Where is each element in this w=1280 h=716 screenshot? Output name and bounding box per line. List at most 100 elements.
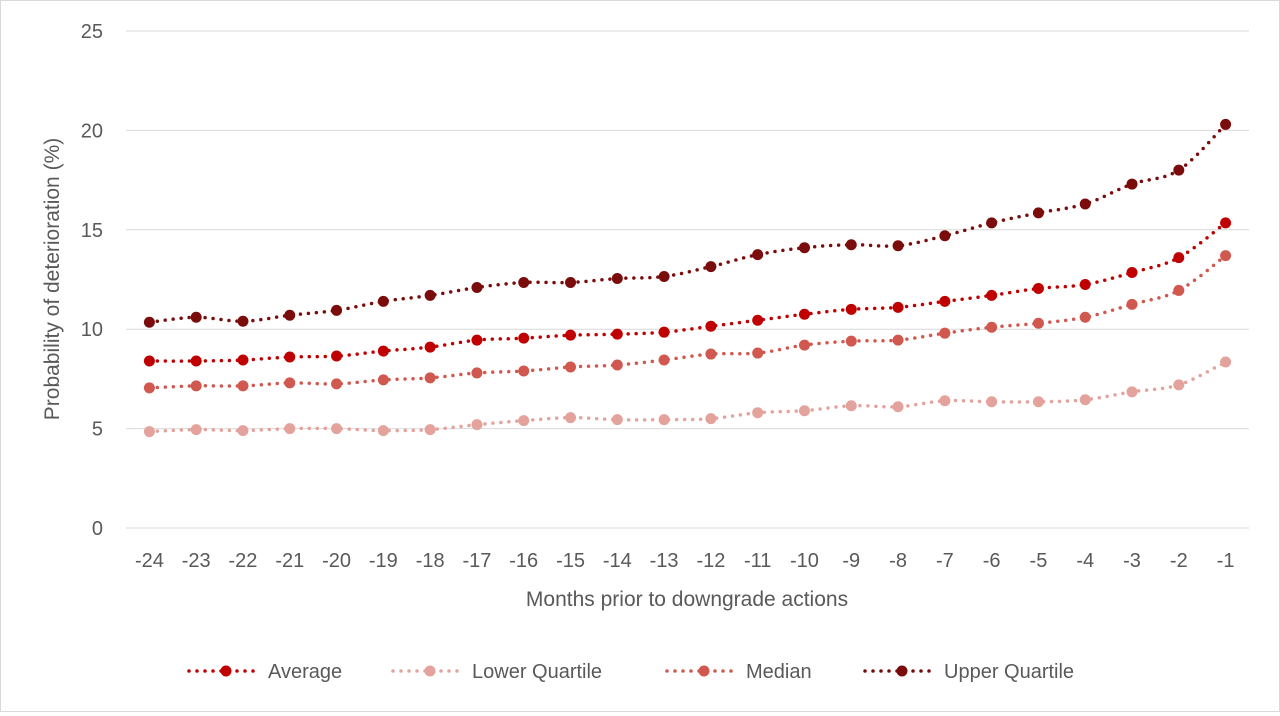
data-point	[565, 412, 577, 424]
data-point	[237, 425, 249, 437]
data-point	[939, 395, 951, 407]
data-point	[424, 289, 436, 301]
data-point	[705, 413, 717, 425]
x-tick-label: -6	[983, 550, 1001, 572]
data-point	[1032, 207, 1044, 219]
y-tick-label: 20	[81, 120, 103, 142]
legend-marker	[698, 665, 710, 677]
y-axis-ticks: 0 5 10 15 20 25	[81, 21, 103, 540]
y-axis-label: Probability of deterioration (%)	[41, 138, 64, 420]
data-point	[845, 239, 857, 251]
data-point	[190, 424, 202, 436]
data-point	[565, 276, 577, 288]
x-tick-label: -24	[135, 550, 164, 572]
x-tick-label: -13	[650, 550, 679, 572]
data-point	[143, 316, 155, 328]
series-group	[143, 118, 1232, 438]
data-point	[518, 365, 530, 377]
data-point	[565, 361, 577, 373]
legend-marker	[424, 665, 436, 677]
x-tick-label: -8	[889, 550, 907, 572]
data-point	[518, 332, 530, 344]
y-tick-label: 10	[81, 319, 103, 341]
data-point	[237, 380, 249, 392]
legend-marker	[220, 665, 232, 677]
data-point	[1032, 317, 1044, 329]
data-point	[1173, 252, 1185, 264]
x-tick-label: -14	[603, 550, 632, 572]
y-tick-label: 0	[92, 518, 103, 540]
legend-item: Average	[187, 661, 342, 683]
data-point	[143, 355, 155, 367]
data-point	[939, 327, 951, 339]
legend-label: Median	[746, 661, 812, 683]
data-point	[331, 304, 343, 316]
x-tick-label: -2	[1170, 550, 1188, 572]
data-point	[845, 400, 857, 412]
series-line	[147, 122, 1228, 324]
x-tick-label: -5	[1030, 550, 1048, 572]
data-point	[705, 261, 717, 273]
data-point	[611, 328, 623, 340]
legend-item: Median	[665, 661, 812, 683]
data-point	[1079, 311, 1091, 323]
x-tick-label: -7	[936, 550, 954, 572]
data-point	[939, 295, 951, 307]
legend-marker	[896, 665, 908, 677]
data-point	[471, 419, 483, 431]
data-point	[424, 372, 436, 384]
series-upper-quartile	[143, 118, 1232, 328]
y-tick-label: 5	[92, 419, 103, 441]
data-point	[1173, 164, 1185, 176]
data-point	[798, 242, 810, 254]
x-tick-label: -17	[462, 550, 491, 572]
series-lower-quartile	[143, 356, 1232, 438]
data-point	[752, 314, 764, 326]
data-point	[658, 354, 670, 366]
data-point	[1220, 356, 1232, 368]
data-point	[611, 414, 623, 426]
series-line	[147, 360, 1228, 434]
data-point	[424, 341, 436, 353]
data-point	[471, 367, 483, 379]
data-point	[892, 334, 904, 346]
data-point	[518, 415, 530, 427]
data-point	[143, 426, 155, 438]
x-tick-label: -21	[275, 550, 304, 572]
x-tick-label: -23	[182, 550, 211, 572]
x-axis-ticks: -24 -23 -22 -21 -20 -19 -18 -17 -16 -15 -14 -13 -12-…	[135, 550, 1235, 572]
x-tick-label: -15	[556, 550, 585, 572]
data-point	[658, 271, 670, 283]
data-point	[1220, 118, 1232, 130]
data-point	[284, 377, 296, 389]
data-point	[986, 321, 998, 333]
data-point	[705, 320, 717, 332]
data-point	[752, 347, 764, 359]
data-point	[705, 348, 717, 360]
x-tick-label: -20	[322, 550, 351, 572]
data-point	[190, 311, 202, 323]
data-point	[845, 303, 857, 315]
data-point	[518, 276, 530, 288]
data-point	[1173, 284, 1185, 296]
x-axis-label: Months prior to downgrade actions	[526, 588, 848, 611]
x-tick-label: -10	[790, 550, 819, 572]
data-point	[798, 405, 810, 417]
x-tick-label: -18	[416, 550, 445, 572]
x-tick-label: -16	[509, 550, 538, 572]
data-point	[752, 249, 764, 261]
x-tick-label: -4	[1076, 550, 1094, 572]
data-point	[658, 326, 670, 338]
data-point	[1126, 178, 1138, 190]
data-point	[565, 329, 577, 341]
y-tick-label: 25	[81, 21, 103, 43]
x-tick-label: -19	[369, 550, 398, 572]
data-point	[331, 423, 343, 435]
series-line	[147, 221, 1228, 363]
legend-label: Lower Quartile	[472, 661, 602, 683]
x-tick-label: -22	[229, 550, 258, 572]
data-point	[1032, 396, 1044, 408]
data-point	[611, 359, 623, 371]
